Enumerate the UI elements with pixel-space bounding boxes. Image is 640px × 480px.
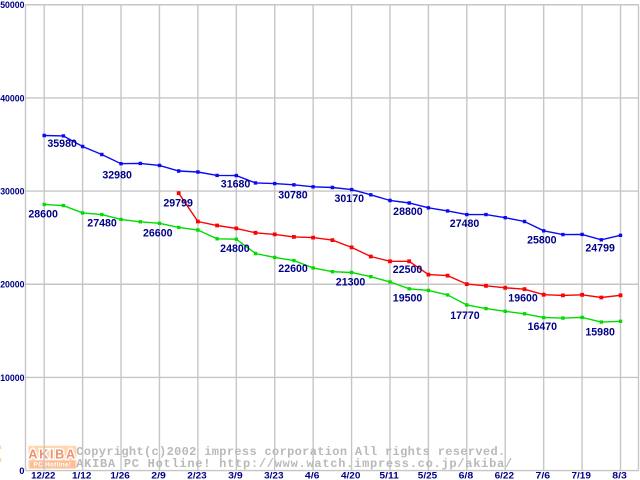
svg-text:24799: 24799 (585, 242, 615, 254)
svg-text:25800: 25800 (527, 234, 557, 246)
svg-text:3/9: 3/9 (228, 470, 243, 480)
svg-text:Copyright(c)2002 impress corpo: Copyright(c)2002 impress corporation All… (76, 445, 505, 459)
svg-text:7/19: 7/19 (572, 470, 591, 480)
svg-text:19600: 19600 (508, 292, 538, 304)
svg-text:6/8: 6/8 (459, 470, 474, 480)
svg-text:30780: 30780 (278, 189, 308, 201)
svg-text:PC Hotline!: PC Hotline! (34, 462, 72, 469)
svg-text:28800: 28800 (393, 206, 423, 218)
svg-text:1/26: 1/26 (110, 470, 129, 480)
svg-text:17770: 17770 (450, 310, 480, 322)
svg-text:AKIBA: AKIBA (28, 447, 76, 461)
svg-text:21300: 21300 (336, 276, 366, 288)
svg-text:30170: 30170 (335, 193, 365, 205)
svg-text:40000: 40000 (0, 92, 24, 103)
svg-text:0: 0 (19, 465, 24, 476)
svg-text:2/23: 2/23 (187, 470, 206, 480)
svg-text:24800: 24800 (220, 243, 250, 255)
svg-text:22500: 22500 (393, 264, 423, 276)
svg-text:35980: 35980 (47, 138, 77, 150)
svg-text:1/12: 1/12 (72, 470, 91, 480)
svg-text:3/23: 3/23 (264, 470, 283, 480)
svg-text:10000: 10000 (0, 372, 24, 383)
svg-text:32980: 32980 (102, 170, 132, 182)
svg-text:30000: 30000 (0, 186, 24, 197)
svg-text:28600: 28600 (28, 208, 58, 220)
svg-text:29799: 29799 (163, 197, 193, 209)
svg-text:5/11: 5/11 (379, 470, 398, 480)
svg-text:31680: 31680 (221, 179, 251, 191)
svg-text:16470: 16470 (528, 321, 558, 333)
svg-text:12/22: 12/22 (31, 470, 55, 480)
svg-text:19500: 19500 (393, 292, 423, 304)
svg-text:5/25: 5/25 (418, 470, 437, 480)
svg-text:7/6: 7/6 (536, 470, 551, 480)
svg-text:50000: 50000 (0, 0, 24, 10)
svg-text:26600: 26600 (143, 228, 173, 240)
svg-text:4/6: 4/6 (305, 470, 320, 480)
svg-text:20000: 20000 (0, 279, 24, 290)
svg-text:27480: 27480 (87, 218, 117, 230)
svg-text:2/9: 2/9 (151, 470, 166, 480)
svg-text:AKIBA PC Hotline! http://www.: AKIBA PC Hotline! http://www.watch.impre… (76, 457, 512, 471)
svg-text:22600: 22600 (278, 263, 308, 275)
svg-text:4/20: 4/20 (341, 470, 360, 480)
svg-text:27480: 27480 (450, 218, 480, 230)
svg-text:8/3: 8/3 (612, 470, 627, 480)
svg-text:15980: 15980 (585, 326, 615, 338)
svg-text:6/22: 6/22 (495, 470, 514, 480)
